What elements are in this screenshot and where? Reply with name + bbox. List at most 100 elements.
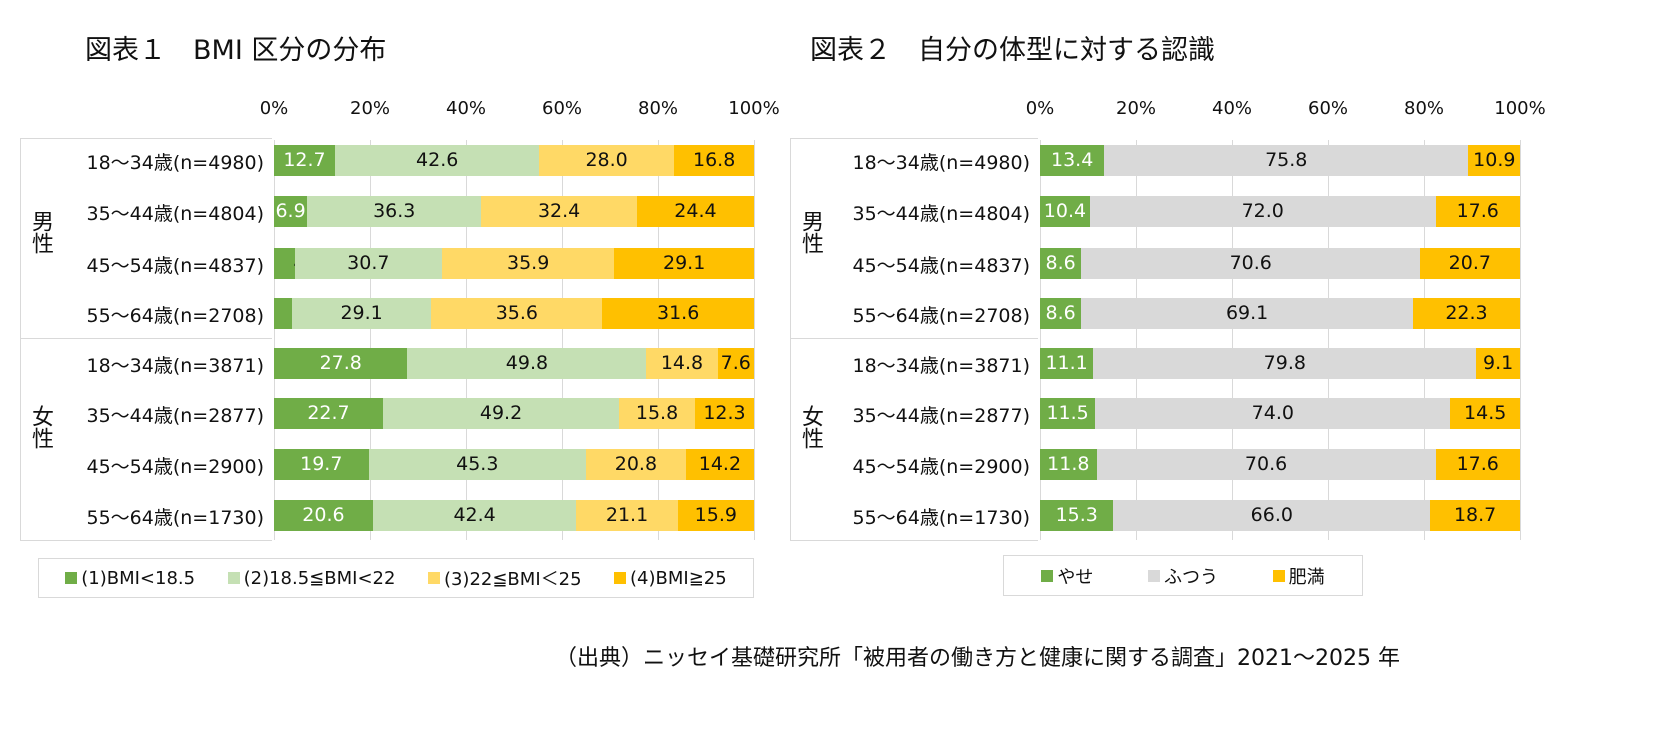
x-tick-label: 80% xyxy=(637,98,679,119)
bar-segment xyxy=(291,298,432,329)
data-label: 17.6 xyxy=(1456,200,1499,222)
bar-segment xyxy=(274,248,295,279)
data-label: 12.3 xyxy=(703,402,746,424)
x-tick-label: 0% xyxy=(1025,98,1055,119)
data-label: 10.4 xyxy=(1043,200,1087,222)
bar-segment xyxy=(407,348,647,379)
data-label: 28.0 xyxy=(585,149,628,171)
legend-item: 肥満 xyxy=(1272,563,1325,589)
category-label: 18～34歳(n=3871) xyxy=(86,355,265,377)
gridline xyxy=(1328,140,1329,540)
category-label: 55～64歳(n=2708) xyxy=(852,305,1031,327)
category-label: 35～44歳(n=2877) xyxy=(852,405,1031,427)
group-label-male: 男性 xyxy=(28,210,53,254)
legend-label: (2)18.5≦BMI<22 xyxy=(243,567,396,589)
bar-segment xyxy=(1040,298,1082,329)
bar-segment xyxy=(636,196,754,227)
legend-swatch xyxy=(1041,569,1054,582)
bar-segment xyxy=(694,398,754,429)
bar-segment xyxy=(677,500,754,531)
legend-label: ふつう xyxy=(1163,566,1218,588)
bar-segment xyxy=(576,500,678,531)
bar-segment xyxy=(1095,398,1451,429)
data-label: 72.0 xyxy=(1241,200,1284,222)
gridline xyxy=(1136,140,1137,540)
bar-segment xyxy=(1420,248,1520,279)
category-label: 35～44歳(n=4804) xyxy=(852,203,1031,225)
legend-label: 肥満 xyxy=(1288,566,1325,588)
category-label: 35～44歳(n=4804) xyxy=(86,203,265,225)
category-label: 35～44歳(n=2877) xyxy=(86,405,265,427)
legend: (1)BMI<18.5 (2)18.5≦BMI<22 (3)22≦BMI＜25 (4)… xyxy=(38,558,754,598)
legend-swatch xyxy=(65,572,78,584)
bar-segment xyxy=(1040,145,1105,176)
category-label: 45～54歳(n=2900) xyxy=(86,456,265,478)
data-label: 12.7 xyxy=(283,149,326,171)
bar-segment xyxy=(614,248,754,279)
category-label: 18～34歳(n=3871) xyxy=(852,355,1031,377)
bar-segment xyxy=(673,145,755,176)
gridline xyxy=(1520,140,1521,540)
x-tick-label: 0% xyxy=(259,98,289,119)
data-label: 7.6 xyxy=(720,352,751,374)
bar-segment xyxy=(274,298,292,329)
data-label: 13.4 xyxy=(1051,149,1094,171)
category-label: 18～34歳(n=4980) xyxy=(86,152,265,174)
data-label: 35.6 xyxy=(495,302,539,324)
category-label: 45～54歳(n=2900) xyxy=(852,456,1031,478)
x-tick-label: 60% xyxy=(541,98,583,119)
data-label: 15.9 xyxy=(694,504,737,526)
gridline xyxy=(274,140,275,540)
category-label: 55～64歳(n=1730) xyxy=(86,507,265,529)
bar-segment xyxy=(274,500,373,531)
data-label: 45.3 xyxy=(456,453,499,475)
bar-segment xyxy=(1412,298,1520,329)
category-label: 18～34歳(n=4980) xyxy=(852,152,1031,174)
legend-swatch xyxy=(227,572,240,584)
gridline xyxy=(562,140,563,540)
bar-segment xyxy=(1040,348,1094,379)
group-divider xyxy=(20,338,272,339)
bar-segment xyxy=(1476,348,1520,379)
data-label: 42.4 xyxy=(453,504,496,526)
data-label: 6.9 xyxy=(275,200,306,222)
bar-segment xyxy=(334,145,540,176)
category-label: 45～54歳(n=4837) xyxy=(852,255,1031,277)
bar-segment xyxy=(1450,398,1520,429)
bar-segment xyxy=(1113,500,1431,531)
legend-swatch xyxy=(1272,569,1285,582)
x-tick-label: 40% xyxy=(1211,98,1253,119)
data-label: 20.6 xyxy=(302,504,345,526)
data-label: 66.0 xyxy=(1250,504,1293,526)
x-tick-label: 20% xyxy=(349,98,391,119)
data-label: 42.6 xyxy=(416,149,459,171)
bar-segment xyxy=(1096,449,1436,480)
data-label: 30.7 xyxy=(347,252,390,274)
data-label: 75.8 xyxy=(1265,149,1308,171)
bar-segment xyxy=(372,500,577,531)
data-label: 14.8 xyxy=(660,352,704,374)
data-label: 11.5 xyxy=(1046,402,1089,424)
x-tick-label: 80% xyxy=(1403,98,1445,119)
data-label: 8.6 xyxy=(1045,252,1076,274)
gridline xyxy=(658,140,659,540)
bar-segment xyxy=(586,449,686,480)
data-label: 19.7 xyxy=(300,453,343,475)
data-label: 49.8 xyxy=(505,352,549,374)
data-label: 70.6 xyxy=(1229,252,1272,274)
bar-segment xyxy=(602,298,754,329)
data-label: 74.0 xyxy=(1251,402,1294,424)
data-label: 35.9 xyxy=(507,252,550,274)
bar-segment xyxy=(1104,145,1469,176)
data-label: 20.7 xyxy=(1448,252,1491,274)
data-label: 79.8 xyxy=(1263,352,1306,374)
x-tick-label: 40% xyxy=(445,98,487,119)
bar-segment xyxy=(1040,196,1090,227)
bar-segment xyxy=(1468,145,1521,176)
chart1-title: 図表１ BMI 区分の分布 xyxy=(85,35,387,66)
data-label: 21.1 xyxy=(605,504,649,526)
bar-segment xyxy=(1040,398,1096,429)
source-note: （出典）ニッセイ基礎研究所「被用者の働き方と健康に関する調査」2021～2025… xyxy=(555,646,1400,671)
bar-segment xyxy=(539,145,674,176)
